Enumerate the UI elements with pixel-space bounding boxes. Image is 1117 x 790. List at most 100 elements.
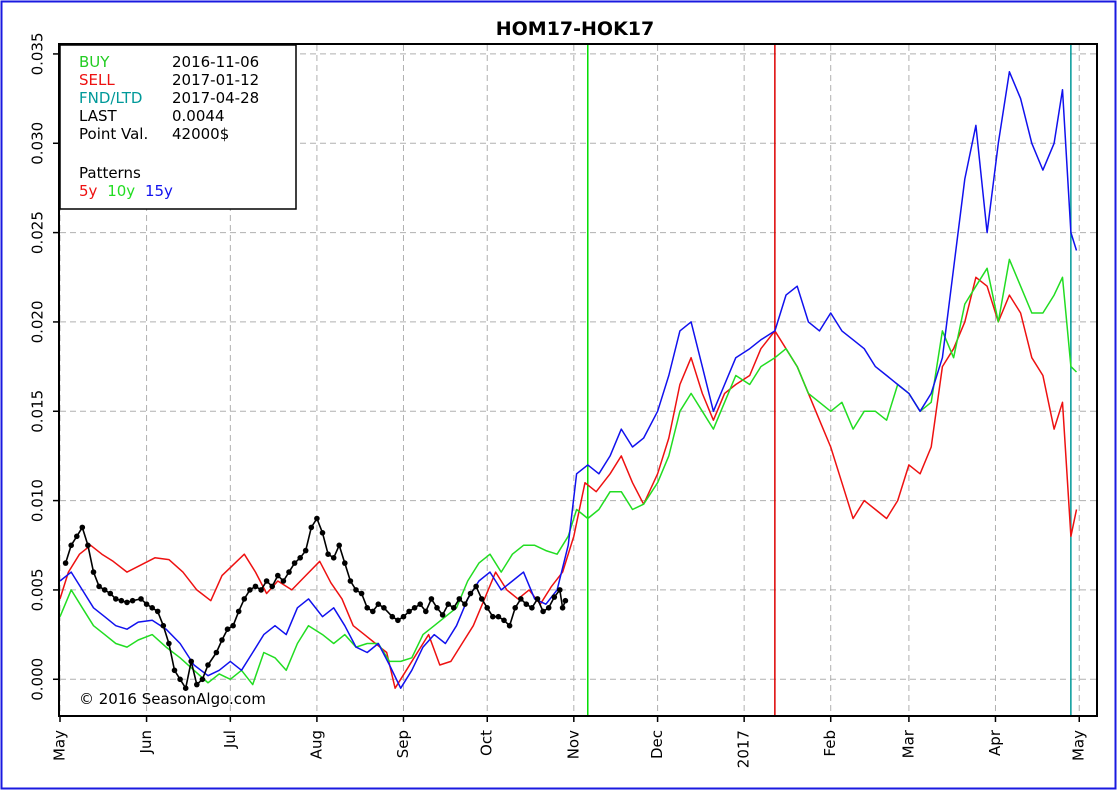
- data-point: [62, 560, 69, 566]
- legend-5y: 5y: [79, 182, 98, 200]
- x-tick-label: May: [51, 730, 69, 761]
- data-point: [263, 578, 270, 584]
- y-tick-label: 0.030: [29, 122, 47, 165]
- data-point: [330, 555, 337, 561]
- info-pointval-label: Point Val.: [79, 125, 148, 143]
- data-point: [434, 605, 440, 611]
- x-tick-label: Apr: [986, 729, 1004, 756]
- data-point: [90, 569, 97, 575]
- info-box: BUY 2016-11-06 SELL 2017-01-12 FND/LTD 2…: [59, 44, 297, 210]
- y-tick-label: 0.035: [29, 32, 47, 75]
- data-point: [336, 542, 343, 549]
- data-point: [118, 597, 125, 604]
- data-point: [258, 587, 264, 593]
- patterns-label: Patterns: [79, 164, 141, 182]
- data-point: [381, 605, 387, 611]
- data-point: [417, 601, 424, 607]
- data-point: [235, 608, 242, 615]
- data-point: [490, 613, 496, 620]
- legend-15y: 15y: [145, 182, 173, 200]
- y-axis: 0.000 0.005 0.010 0.015 0.020 0.025 0.030 0.035: [29, 32, 60, 701]
- data-point: [551, 594, 558, 600]
- data-point: [423, 608, 429, 615]
- data-point: [462, 601, 468, 607]
- series-layer: [59, 71, 1078, 691]
- x-tick-label: Oct: [478, 730, 496, 756]
- data-point: [319, 530, 326, 536]
- data-point: [269, 583, 276, 590]
- data-point: [286, 569, 292, 575]
- data-point: [101, 587, 108, 593]
- data-point: [275, 572, 281, 579]
- x-tick-label: Jun: [137, 730, 155, 754]
- info-fnd-label: FND/LTD: [79, 89, 142, 107]
- data-point: [107, 590, 114, 597]
- data-point: [389, 613, 396, 620]
- data-point: [512, 605, 518, 611]
- y-tick-label: 0.015: [29, 390, 47, 433]
- data-point: [445, 601, 452, 607]
- data-point: [85, 542, 91, 549]
- data-point: [241, 596, 248, 602]
- data-point: [545, 605, 552, 611]
- series-line-5y: [59, 276, 1078, 689]
- data-point: [96, 583, 102, 590]
- x-tick-label: 2017: [735, 730, 753, 768]
- data-point: [143, 601, 150, 607]
- data-point: [395, 617, 401, 624]
- legend-row: 5y 10y 15y: [79, 182, 173, 200]
- data-point: [213, 649, 220, 656]
- data-point: [534, 596, 541, 602]
- chart-title: HOM17-HOK17: [496, 18, 655, 40]
- x-tick-label: Feb: [821, 730, 839, 757]
- data-point: [314, 515, 320, 522]
- data-point: [291, 560, 298, 566]
- data-point: [247, 587, 253, 593]
- data-point: [302, 547, 309, 554]
- data-point: [347, 578, 354, 584]
- data-point: [501, 617, 507, 624]
- x-tick-label: Sep: [394, 730, 412, 758]
- y-tick-label: 0.025: [29, 211, 47, 254]
- data-point: [79, 524, 86, 531]
- data-point: [149, 605, 155, 611]
- data-point: [124, 599, 130, 606]
- y-tick-label: 0.010: [29, 479, 47, 522]
- data-point: [219, 637, 225, 643]
- y-tick-label: 0.005: [29, 568, 47, 611]
- data-point: [411, 605, 418, 611]
- data-point: [467, 590, 474, 597]
- data-point: [450, 605, 457, 611]
- x-tick-label: Nov: [564, 730, 582, 759]
- x-tick-label: May: [1070, 730, 1088, 761]
- info-sell-value: 2017-01-12: [172, 71, 259, 89]
- data-point: [495, 613, 502, 620]
- info-buy-value: 2016-11-06: [172, 53, 259, 71]
- plot-frame: [58, 43, 1098, 717]
- info-box-frame: [59, 44, 297, 210]
- data-point: [280, 578, 287, 584]
- data-point: [177, 676, 183, 683]
- data-point: [529, 605, 535, 611]
- info-pointval-value: 42000$: [172, 125, 229, 143]
- event-lines: [587, 45, 1072, 715]
- data-point: [473, 583, 479, 590]
- y-tick-label: 0.000: [29, 658, 47, 701]
- data-point: [194, 681, 200, 688]
- data-point: [113, 596, 119, 602]
- data-point: [252, 583, 259, 590]
- data-point: [456, 596, 463, 602]
- data-point: [325, 551, 331, 557]
- data-point: [353, 587, 359, 593]
- data-point: [129, 597, 136, 604]
- data-point: [559, 605, 566, 611]
- x-tick-label: Mar: [899, 729, 917, 758]
- info-last-label: LAST: [79, 107, 117, 125]
- data-point: [484, 605, 491, 611]
- data-point: [518, 596, 524, 602]
- data-point: [166, 640, 172, 647]
- data-point: [171, 667, 178, 674]
- data-point: [562, 597, 569, 604]
- data-point: [182, 685, 189, 691]
